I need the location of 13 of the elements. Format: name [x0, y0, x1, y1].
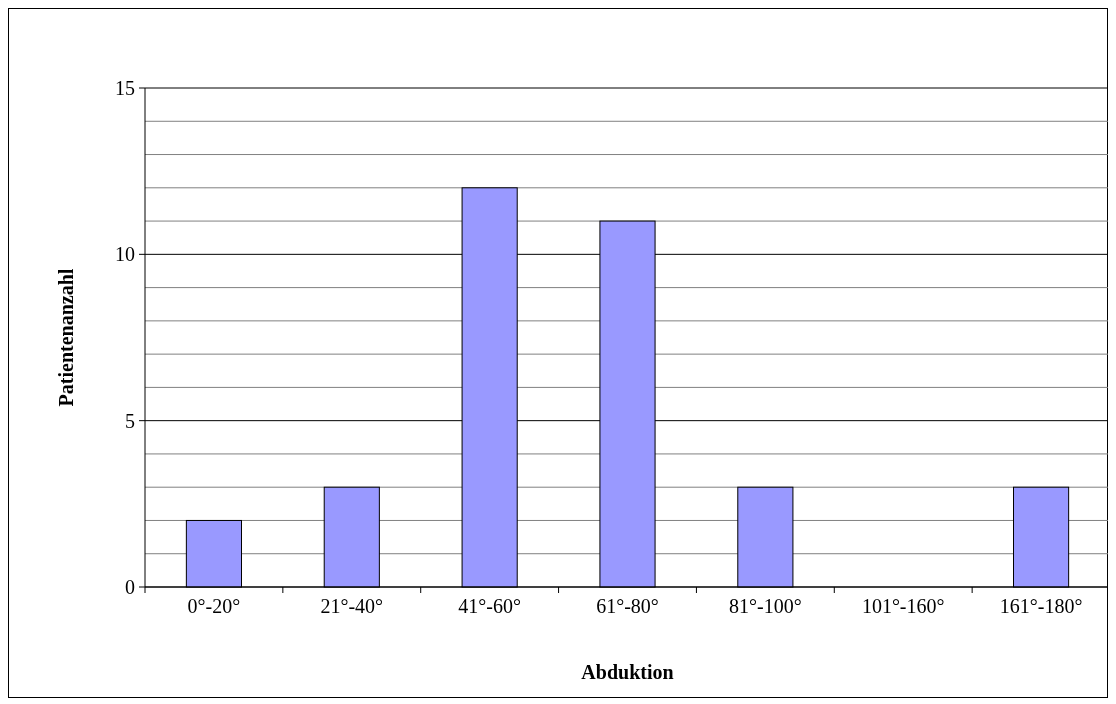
x-tick-label: 61°-80°: [596, 595, 659, 617]
y-tick-label: 5: [125, 409, 135, 432]
y-axis-title: Patientenanzahl: [55, 268, 77, 407]
x-tick-label: 41°-60°: [458, 595, 521, 617]
x-tick-label: 81°-100°: [729, 595, 802, 617]
x-axis-title: Abduktion: [581, 661, 674, 683]
x-tick-label: 21°-40°: [320, 595, 384, 617]
x-tick-label: 0°-20°: [187, 595, 241, 617]
x-tick-label: 101°-160°: [861, 595, 945, 617]
y-tick-label: 15: [115, 77, 135, 99]
y-tick-label: 0: [125, 576, 135, 598]
y-tick-label: 10: [115, 243, 135, 266]
x-tick-label: 161°-180°: [999, 595, 1083, 617]
